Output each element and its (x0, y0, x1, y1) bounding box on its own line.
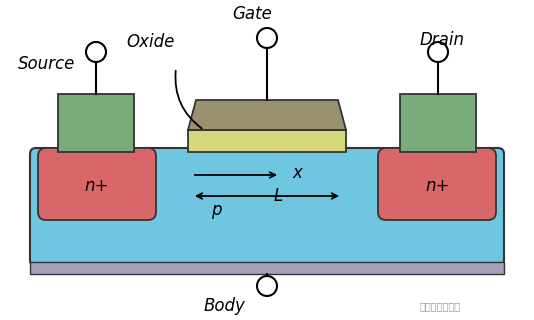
FancyArrowPatch shape (176, 71, 202, 128)
Bar (30, 262, 504, 274)
Bar (400, 94, 476, 152)
FancyBboxPatch shape (30, 148, 504, 266)
Text: 半导体行业观察: 半导体行业观察 (419, 301, 460, 311)
FancyBboxPatch shape (38, 148, 156, 220)
Text: Source: Source (18, 55, 75, 73)
Bar (188, 130, 346, 152)
Text: n+: n+ (426, 177, 450, 195)
Polygon shape (188, 100, 346, 130)
FancyBboxPatch shape (378, 148, 496, 220)
Text: L: L (274, 187, 283, 205)
Bar (58, 94, 134, 152)
Text: Body: Body (203, 297, 245, 315)
Text: Drain: Drain (420, 31, 465, 49)
Text: x: x (292, 164, 302, 182)
Text: Gate: Gate (232, 5, 272, 23)
Text: n+: n+ (85, 177, 109, 195)
Text: Oxide: Oxide (126, 33, 175, 51)
Text: p: p (211, 201, 221, 219)
